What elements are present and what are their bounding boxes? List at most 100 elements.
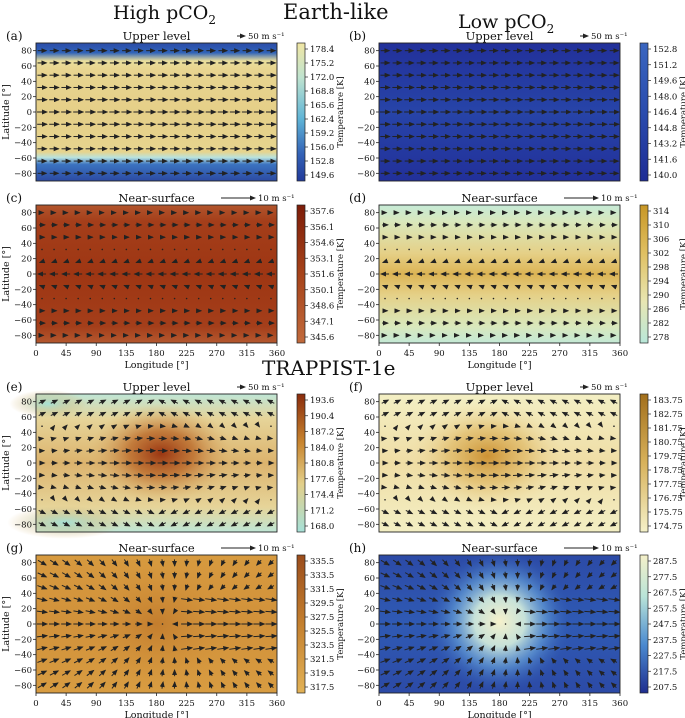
colorbar-tick-label: 329.5 — [310, 599, 334, 609]
wind-arrow — [183, 284, 191, 290]
subplot-title-g: Near-surface — [118, 541, 194, 555]
lat-tick-label: −20 — [14, 635, 32, 645]
wind-arrow — [525, 472, 536, 478]
wind-arrow — [65, 297, 67, 300]
wind-arrow — [101, 297, 104, 300]
wind-arrow — [453, 411, 462, 417]
wind-arrow — [218, 448, 228, 454]
wind-arrow — [38, 258, 46, 264]
wind-arrow — [36, 609, 49, 615]
wind-arrow — [441, 646, 451, 652]
lat-tick-label: 40 — [21, 239, 32, 249]
lat-tick-label: −20 — [14, 285, 32, 295]
lat-tick-label: −60 — [14, 316, 32, 326]
wind-arrow — [182, 509, 191, 515]
wind-arrow — [444, 297, 447, 300]
wind-arrow — [392, 424, 399, 432]
lat-tick-label: 80 — [21, 209, 32, 219]
wind-vectors-d — [380, 210, 618, 338]
lat-tick-label: 20 — [364, 93, 375, 103]
wind-arrow — [537, 521, 546, 527]
wind-arrow — [417, 472, 426, 478]
wind-arrow — [490, 656, 496, 664]
wind-arrow — [197, 248, 200, 251]
wind-arrow — [53, 248, 55, 251]
colorbar-tick-label: 335.5 — [310, 557, 334, 567]
wind-arrow — [170, 435, 180, 441]
wind-arrow — [221, 248, 224, 251]
wind-arrow — [182, 399, 191, 405]
wind-arrow — [428, 646, 439, 652]
wind-arrow — [492, 248, 495, 251]
colorbar-tick-label: 183.75 — [653, 396, 683, 406]
wind-arrow — [73, 609, 84, 615]
wind-arrow — [193, 633, 206, 639]
wind-arrow — [561, 411, 570, 417]
wind-arrow — [172, 607, 179, 615]
wind-arrow — [206, 448, 216, 454]
wind-arrow — [560, 597, 573, 603]
colorbar-tick-label: 290 — [653, 291, 669, 301]
wind-arrow — [62, 521, 71, 527]
wind-arrow — [87, 484, 95, 490]
wind-arrow — [477, 436, 487, 442]
lon-tick-label: 90 — [91, 699, 102, 709]
wind-arrow — [230, 521, 239, 527]
wind-arrow — [134, 484, 144, 490]
wind-arrow — [61, 670, 71, 676]
wind-arrow — [432, 297, 435, 300]
wind-arrow — [170, 399, 179, 405]
colorbar-tick-label: 310 — [653, 221, 669, 231]
wind-arrow — [62, 436, 70, 442]
wind-arrow — [598, 571, 605, 578]
colorbar-e — [296, 393, 306, 533]
wind-arrow — [562, 497, 569, 504]
wind-arrow — [380, 658, 391, 664]
wind-arrow — [50, 521, 59, 527]
wind-arrow — [610, 571, 617, 578]
lon-tick-label: 360 — [612, 349, 628, 359]
scale-label-c: 10 m s⁻¹ — [258, 194, 295, 204]
wind-arrow — [74, 681, 83, 689]
colorbar-tick-label: 162.4 — [310, 115, 334, 125]
wind-arrow — [392, 633, 404, 639]
colorbar-tick-label: 156.0 — [310, 143, 334, 153]
wind-arrow — [552, 248, 555, 251]
colorbar-tick-label: 193.6 — [310, 396, 334, 406]
wind-arrow — [135, 596, 142, 603]
colorbar-a — [296, 42, 306, 182]
wind-arrow — [87, 258, 94, 264]
wind-arrow — [441, 436, 450, 442]
wind-arrow — [392, 597, 403, 602]
wind-arrow — [254, 421, 261, 428]
wind-arrow — [537, 448, 547, 454]
wind-arrow — [608, 645, 621, 651]
wind-arrow — [384, 297, 386, 300]
wind-arrow — [417, 424, 424, 431]
wind-arrow — [442, 258, 449, 264]
lat-tick-label: 20 — [21, 93, 32, 103]
wind-arrow — [171, 258, 178, 264]
wind-arrow — [219, 435, 227, 441]
wind-arrow — [513, 435, 523, 441]
wind-arrow — [380, 559, 390, 566]
wind-arrow — [490, 644, 496, 652]
colorbar-tick-label: 174.4 — [310, 491, 334, 501]
wind-arrow — [87, 436, 95, 442]
wind-arrow — [135, 559, 141, 567]
wind-arrow — [65, 248, 67, 251]
wind-arrow — [440, 633, 451, 639]
subplot-title-e: Upper level — [123, 380, 191, 394]
wind-arrow — [77, 297, 79, 300]
wind-arrow — [173, 297, 176, 300]
wind-arrow — [597, 411, 606, 417]
wind-arrow — [134, 436, 144, 442]
lon-tick-label: 0 — [33, 699, 38, 709]
wind-arrow — [161, 297, 164, 300]
wind-arrow — [123, 424, 130, 430]
wind-arrow — [208, 571, 214, 579]
wind-arrow — [584, 645, 597, 651]
wind-arrow — [232, 559, 238, 567]
wind-arrow — [608, 609, 621, 615]
wind-arrow — [110, 584, 119, 591]
